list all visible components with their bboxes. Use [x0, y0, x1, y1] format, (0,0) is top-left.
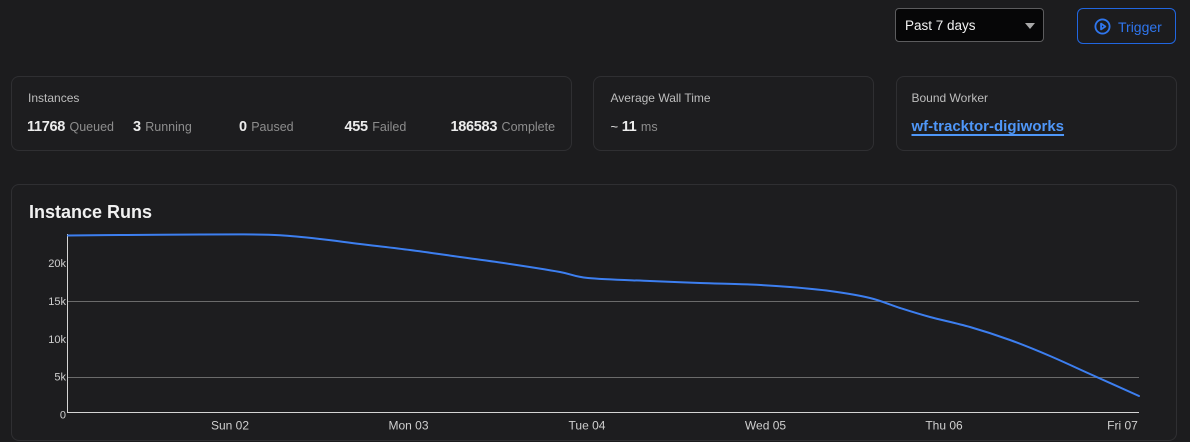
svg-text:Wed 05: Wed 05	[745, 419, 786, 433]
svg-text:5k: 5k	[54, 372, 66, 384]
svg-text:20k: 20k	[48, 258, 66, 270]
svg-text:15k: 15k	[48, 296, 66, 308]
svg-text:Mon 03: Mon 03	[388, 419, 428, 433]
svg-text:10k: 10k	[48, 334, 66, 346]
svg-text:Thu 06: Thu 06	[925, 419, 963, 433]
svg-text:Sun 02: Sun 02	[211, 419, 249, 433]
svg-text:Tue 04: Tue 04	[569, 419, 606, 433]
svg-text:0: 0	[60, 410, 66, 422]
svg-text:Fri 07: Fri 07	[1107, 419, 1138, 433]
